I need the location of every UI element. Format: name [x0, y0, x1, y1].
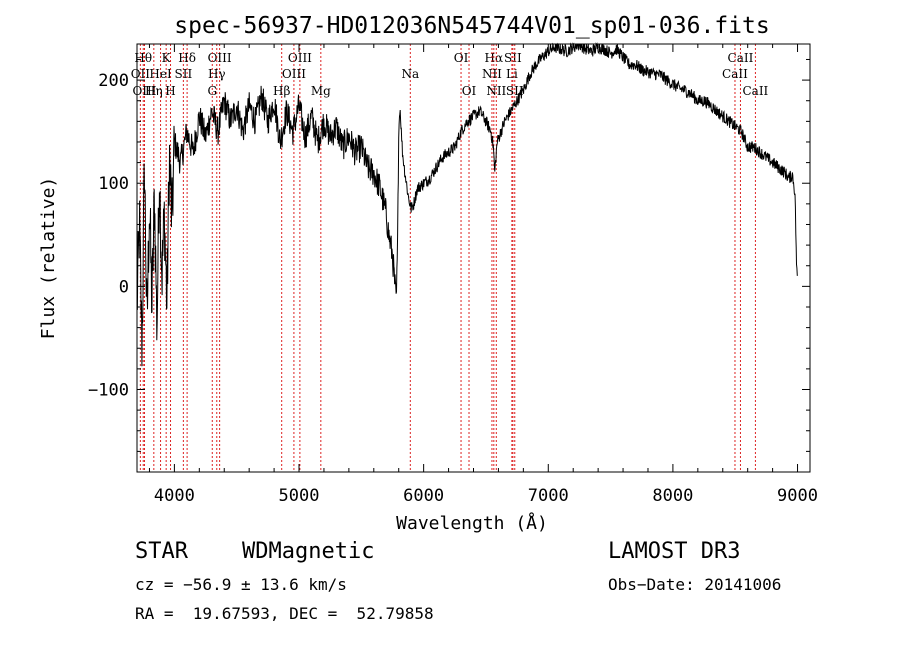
observation-date: Obs−Date: 20141006	[608, 575, 782, 594]
x-tick-label: 9000	[777, 486, 818, 506]
survey-name: LAMOST DR3	[608, 539, 741, 564]
emission-line-label-16: Na	[401, 67, 419, 81]
emission-line-label-8: H	[165, 84, 175, 98]
emission-line-label-19: Hα	[485, 51, 504, 65]
emission-line-label-23: NII	[486, 84, 506, 98]
axis-ticks: 4000 5000 6000 7000 8000 9000 −100 0 100 200	[88, 44, 818, 506]
emission-line-label-6: Hδ	[178, 51, 196, 65]
emission-line-label-2: OIII	[132, 84, 156, 98]
spectrum-line	[136, 42, 798, 367]
emission-line-label-9: OIII	[208, 51, 232, 65]
redshift-cz: cz = −56.9 ± 13.6 km/s	[135, 575, 347, 594]
emission-line-label-3: K	[162, 51, 172, 65]
object-subclass: WDMagnetic	[242, 539, 375, 564]
y-tick-label: 200	[98, 71, 129, 91]
emission-line-label-18: OI	[462, 84, 477, 98]
emission-line-label-17: OI	[454, 51, 469, 65]
emission-line-label-26: CaII	[722, 67, 748, 81]
emission-line-label-22: Li	[506, 67, 518, 81]
x-tick-label: 5000	[279, 486, 320, 506]
emission-line-label-15: Mg	[311, 84, 331, 98]
chart-title: spec-56937-HD012036N545744V01_sp01-036.f…	[174, 13, 769, 39]
emission-line-label-21: NII	[482, 67, 502, 81]
emission-line-label-20: SII	[504, 51, 522, 65]
emission-line-label-25: CaII	[728, 51, 754, 65]
emission-line-label-0: Hθ	[134, 51, 152, 65]
x-axis-label: Wavelength (Å)	[396, 512, 548, 534]
emission-line-label-11: G	[207, 84, 217, 98]
emission-line-label-7: SII	[175, 67, 193, 81]
emission-line-label-4: HeI	[149, 67, 172, 81]
emission-line-label-14: OIII	[282, 67, 306, 81]
emission-line-label-13: OIII	[288, 51, 312, 65]
emission-line-label-5: Hη	[145, 84, 163, 98]
x-tick-label: 4000	[154, 486, 195, 506]
spectrum-series	[136, 42, 798, 367]
emission-line-label-10: Hγ	[208, 67, 226, 81]
x-tick-label: 8000	[652, 486, 693, 506]
object-class: STAR	[135, 539, 188, 564]
y-axis-label: Flux (relative)	[38, 177, 59, 340]
y-tick-label: 100	[98, 174, 129, 194]
y-tick-label: 0	[119, 277, 129, 297]
y-tick-label: −100	[88, 380, 129, 400]
emission-line-label-27: CaII	[742, 84, 768, 98]
coordinates: RA = 19.67593, DEC = 52.79858	[135, 604, 434, 623]
x-tick-label: 7000	[528, 486, 569, 506]
emission-line-label-12: Hβ	[273, 84, 290, 98]
emission-line-label-1: OII	[131, 67, 151, 81]
x-tick-label: 6000	[403, 486, 444, 506]
